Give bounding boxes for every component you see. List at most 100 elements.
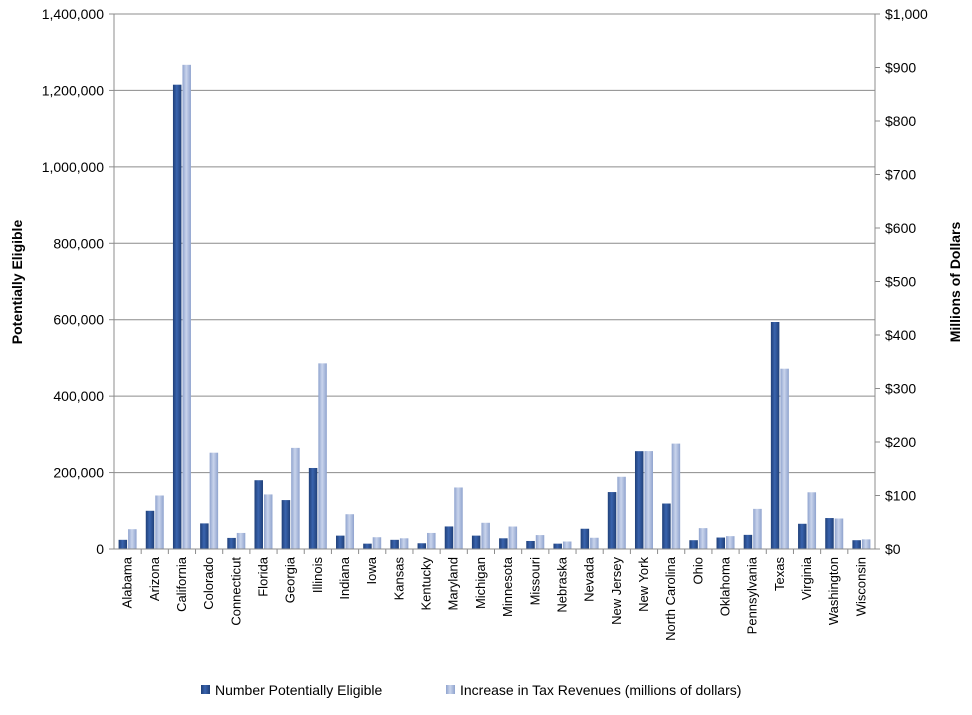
- bar-tax-revenue-michigan: [481, 522, 490, 549]
- bar-tax-revenue-nevada: [590, 537, 599, 549]
- bar-eligible-kansas: [390, 539, 399, 549]
- right-axis-title: Millions of Dollars: [947, 222, 963, 343]
- bar-tax-revenue-washington: [834, 518, 844, 549]
- x-tick-label: Texas: [772, 557, 787, 591]
- left-tick-label: 1,000,000: [42, 159, 104, 175]
- bar-tax-revenue-kentucky: [427, 532, 436, 549]
- x-tick-label: Missouri: [527, 557, 542, 606]
- legend-label-tax-revenue: Increase in Tax Revenues (millions of do…: [460, 682, 741, 698]
- right-tick-label: $500: [885, 274, 916, 290]
- bars: [118, 64, 871, 550]
- bar-tax-revenue-arizona: [155, 495, 164, 549]
- bar-tax-revenue-nebraska: [562, 541, 572, 549]
- right-tick-label: $400: [885, 327, 916, 343]
- x-tick-label: Arizona: [147, 556, 162, 601]
- right-tick-label: $300: [885, 381, 916, 397]
- legend-swatch-tax-revenue: [446, 685, 455, 694]
- x-tick-label: Georgia: [283, 556, 298, 603]
- left-tick-label: 200,000: [53, 465, 104, 481]
- left-tick-label: 800,000: [53, 235, 104, 251]
- bar-tax-revenue-kansas: [399, 538, 409, 549]
- bar-tax-revenue-illinois: [318, 363, 327, 549]
- bar-eligible-new-jersey: [607, 492, 617, 549]
- right-tick-label: $200: [885, 434, 916, 450]
- legend: Number Potentially Eligible Increase in …: [201, 682, 741, 698]
- bar-tax-revenue-missouri: [535, 535, 545, 549]
- x-tick-label: Washington: [826, 557, 841, 625]
- bar-tax-revenue-maryland: [454, 487, 463, 549]
- right-tick-label: $700: [885, 167, 916, 183]
- bar-eligible-connecticut: [227, 537, 236, 549]
- x-tick-label: Nevada: [582, 556, 597, 602]
- bar-tax-revenue-minnesota: [508, 526, 518, 549]
- gridlines: [114, 13, 875, 474]
- x-tick-label: Michigan: [473, 557, 488, 609]
- x-tick-label: Illinois: [310, 557, 325, 594]
- right-tick-label: $0: [885, 541, 901, 557]
- right-tick-label: $800: [885, 113, 916, 129]
- left-tick-label: 1,400,000: [42, 6, 104, 22]
- bar-eligible-nevada: [580, 528, 590, 549]
- left-tick-label: 0: [96, 541, 104, 557]
- right-tick-label: $900: [885, 60, 916, 76]
- bar-eligible-missouri: [526, 540, 535, 549]
- bar-eligible-north-carolina: [662, 503, 671, 549]
- bar-tax-revenue-alabama: [128, 529, 137, 549]
- bar-tax-revenue-colorado: [209, 452, 219, 549]
- x-tick-label: Alabama: [120, 556, 135, 608]
- bar-eligible-florida: [254, 480, 263, 549]
- bar-tax-revenue-texas: [780, 368, 789, 549]
- x-tick-label: Iowa: [364, 556, 379, 584]
- right-tick-label: $1,000: [885, 6, 928, 22]
- x-tick-label: Maryland: [446, 557, 461, 610]
- bar-eligible-illinois: [308, 467, 318, 549]
- left-axis-ticks: 0 200,000 400,000 600,000 800,000 1,000,000 1,…: [42, 6, 114, 557]
- bar-eligible-michigan: [471, 535, 481, 549]
- right-axis-ticks: $0 $100 $200 $300 $400 $500 $600 $700 $800 $900 $1…: [875, 6, 928, 557]
- bar-tax-revenue-oklahoma: [726, 536, 735, 549]
- bar-eligible-alabama: [118, 539, 128, 549]
- x-tick-label: Virginia: [799, 556, 814, 600]
- bar-tax-revenue-virginia: [807, 492, 817, 549]
- bar-tax-revenue-ohio: [698, 528, 708, 549]
- legend-label-eligible: Number Potentially Eligible: [215, 682, 383, 698]
- bar-eligible-pennsylvania: [743, 534, 753, 549]
- bar-eligible-virginia: [798, 523, 807, 549]
- axes: [113, 14, 876, 550]
- x-tick-label: Ohio: [690, 557, 705, 584]
- bar-eligible-wisconsin: [852, 540, 861, 549]
- x-tick-label: Colorado: [201, 557, 216, 610]
- right-tick-label: $600: [885, 220, 916, 236]
- bar-eligible-georgia: [281, 500, 291, 549]
- bar-eligible-minnesota: [499, 538, 508, 549]
- bar-tax-revenue-california: [182, 64, 191, 549]
- x-tick-label: Indiana: [337, 556, 352, 599]
- bar-eligible-nebraska: [553, 543, 562, 549]
- bar-eligible-arizona: [145, 510, 155, 549]
- bar-eligible-ohio: [689, 540, 698, 549]
- bar-eligible-colorado: [200, 523, 209, 549]
- x-tick-label: New Jersey: [609, 557, 624, 625]
- x-tick-label: New York: [636, 557, 651, 612]
- bar-tax-revenue-north-carolina: [671, 443, 681, 549]
- right-tick-label: $100: [885, 488, 916, 504]
- bar-tax-revenue-florida: [263, 494, 273, 549]
- left-tick-label: 400,000: [53, 388, 104, 404]
- bar-eligible-oklahoma: [716, 537, 726, 549]
- bar-tax-revenue-iowa: [372, 537, 382, 549]
- x-tick-label: Oklahoma: [718, 556, 733, 616]
- x-tick-label: North Carolina: [663, 556, 678, 641]
- x-tick-label: Nebraska: [554, 556, 569, 612]
- left-tick-label: 600,000: [53, 312, 104, 328]
- bar-eligible-washington: [825, 518, 834, 549]
- bar-tax-revenue-pennsylvania: [753, 508, 762, 549]
- x-tick-label: Florida: [255, 556, 270, 597]
- bar-eligible-texas: [770, 322, 780, 549]
- bar-tax-revenue-new-york: [644, 451, 653, 549]
- x-tick-label: Minnesota: [500, 556, 515, 617]
- x-tick-label: Pennsylvania: [745, 556, 760, 634]
- bar-tax-revenue-wisconsin: [861, 539, 871, 549]
- bar-eligible-maryland: [444, 526, 454, 549]
- x-tick-label: Kentucky: [419, 557, 434, 611]
